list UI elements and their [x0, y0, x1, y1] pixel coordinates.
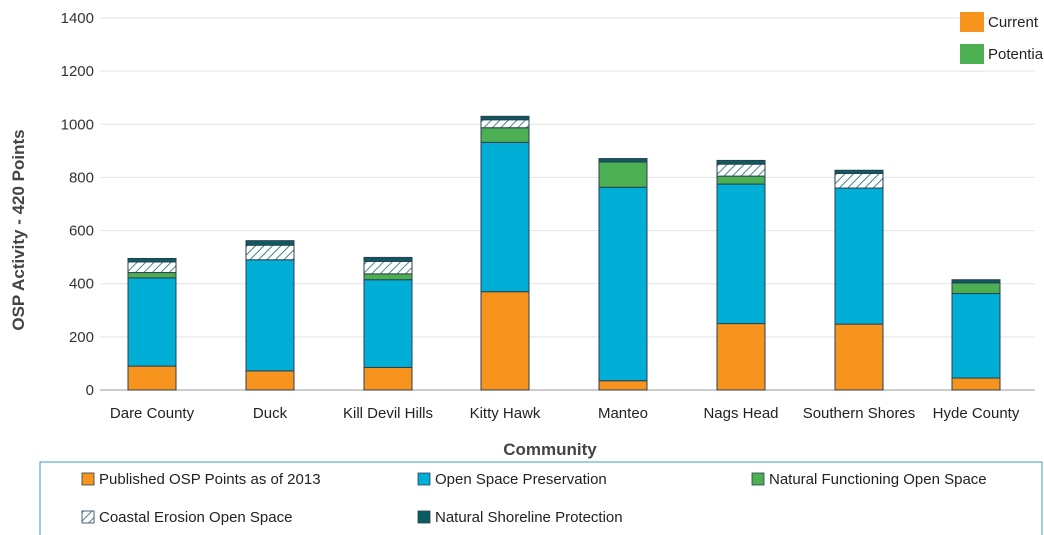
bar-segment [127, 261, 177, 274]
bar-segment [598, 186, 648, 382]
bar-segment [363, 366, 413, 391]
x-axis-title: Community [503, 440, 597, 459]
y-tick-label: 0 [86, 382, 94, 399]
legend-label: Natural Functioning Open Space [769, 471, 987, 488]
bar-segment [716, 183, 766, 325]
bar-segment [245, 370, 295, 391]
bar-segment [245, 244, 295, 261]
bar-segment [951, 279, 1001, 284]
bar-segment [363, 279, 413, 368]
bottom-legend-frame [39, 461, 1043, 535]
x-category-label: Dare County [110, 405, 195, 422]
bar-segment [598, 158, 648, 163]
legend-swatch [417, 472, 431, 486]
legend-swatch [81, 472, 95, 486]
bar-segment [598, 380, 648, 391]
bar-segment [480, 119, 530, 129]
legend-label: Published OSP Points as of 2013 [99, 471, 321, 488]
bar-stack [363, 256, 413, 391]
bar-segment [363, 256, 413, 262]
bar-stack [834, 169, 884, 391]
bar-segment [716, 159, 766, 165]
bar-segment [598, 161, 648, 188]
bar-segment [127, 365, 177, 391]
bar-stack [245, 240, 295, 391]
top-legend-label: Current [988, 14, 1039, 31]
x-category-label: Manteo [598, 405, 648, 422]
top-legend-swatch [960, 44, 984, 64]
bar-segment [480, 127, 530, 143]
legend-label: Coastal Erosion Open Space [99, 509, 292, 526]
bar-segment [363, 273, 413, 281]
bar-segment [480, 141, 530, 293]
bar-stack [127, 257, 177, 391]
gridlines [100, 17, 1035, 391]
y-axis-title: OSP Activity - 420 Points [9, 129, 28, 330]
bar-segment [716, 163, 766, 177]
x-category-label: Kill Devil Hills [343, 405, 433, 422]
x-axis-categories: Dare County Duck Kill Devil Hills Kitty Haw… [110, 405, 1020, 422]
bar-segment [480, 291, 530, 391]
top-legend-label: Potentia [988, 46, 1044, 63]
legend-label: Open Space Preservation [435, 471, 607, 488]
bar-stack [598, 158, 648, 391]
bar-segment [834, 169, 884, 174]
bottom-legend: Published OSP Points as of 2013 Open Spac… [81, 471, 987, 526]
bar-segment [480, 115, 530, 121]
bar-stack [480, 115, 530, 391]
x-category-label: Nags Head [703, 405, 778, 422]
y-tick-label: 800 [69, 169, 94, 186]
bar-segment [363, 260, 413, 275]
x-category-label: Kitty Hawk [470, 405, 541, 422]
bar-segment [716, 323, 766, 391]
bar-segment [951, 377, 1001, 391]
bars [127, 115, 1001, 391]
bar-segment [951, 293, 1001, 379]
y-tick-label: 1000 [61, 116, 94, 133]
bar-stack [716, 159, 766, 391]
legend-swatch [417, 510, 431, 524]
y-tick-label: 1200 [61, 63, 94, 80]
bar-segment [716, 175, 766, 185]
y-tick-label: 600 [69, 223, 94, 240]
bar-stack [951, 279, 1001, 391]
bar-segment [245, 240, 295, 246]
legend-swatch [81, 510, 95, 524]
top-legend-swatch [960, 12, 984, 32]
y-axis-ticks: 0 200 400 600 800 1000 1200 1400 [61, 10, 94, 399]
top-legend: Current Potentia [960, 12, 1044, 64]
bar-segment [127, 257, 177, 263]
bar-segment [834, 323, 884, 391]
bar-segment [127, 272, 177, 279]
y-tick-label: 200 [69, 329, 94, 346]
x-category-label: Duck [253, 405, 288, 422]
bar-segment [834, 172, 884, 189]
legend-swatch [751, 472, 765, 486]
bar-segment [245, 259, 295, 372]
bar-segment [834, 187, 884, 325]
y-tick-label: 400 [69, 276, 94, 293]
bar-segment [127, 277, 177, 367]
x-category-label: Hyde County [933, 405, 1020, 422]
y-tick-label: 1400 [61, 10, 94, 27]
bar-segment [951, 282, 1001, 295]
x-category-label: Southern Shores [803, 405, 916, 422]
legend-label: Natural Shoreline Protection [435, 509, 623, 526]
